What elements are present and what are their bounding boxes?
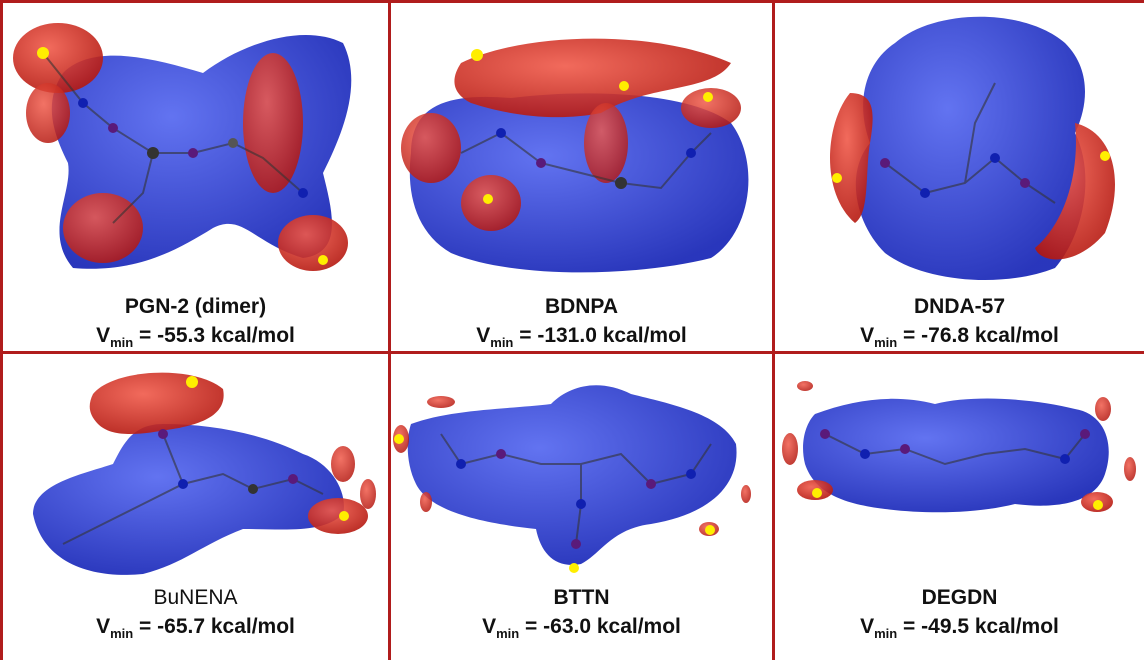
bdnpa-esp-surface [401,38,749,273]
vmin-value: Vmin = -63.0 kcal/mol [482,615,681,641]
molecule-name: DNDA-57 [913,295,1005,318]
grid-divider-1 [388,0,391,660]
dnda57-label: DNDA-57 Vmin = -76.8 kcal/mol [775,293,1144,358]
dnda57-esp-surface [830,16,1115,280]
grid-top-line [0,0,1144,3]
pgn2-esp-surface [13,23,352,271]
bttn-label: BTTN Vmin = -63.0 kcal/mol [391,584,772,649]
pgn2-label: PGN-2 (dimer) Vmin = -55.3 kcal/mol [3,293,388,358]
panel-degdn: DEGDN Vmin = -49.5 kcal/mol [775,354,1144,660]
grid-divider-2 [772,0,775,660]
bttn-esp-surface [393,385,751,573]
vmin-value: Vmin = -76.8 kcal/mol [860,324,1059,350]
vmin-value: Vmin = -131.0 kcal/mol [476,324,687,350]
grid-left-line [0,0,3,660]
panel-bdnpa: BDNPA Vmin = -131.0 kcal/mol [391,3,772,351]
bdnpa-label: BDNPA Vmin = -131.0 kcal/mol [391,293,772,358]
vmin-marker [37,47,49,59]
molecule-name: PGN-2 (dimer) [124,295,267,318]
vmin-value: Vmin = -55.3 kcal/mol [96,324,295,350]
vmin-value: Vmin = -65.7 kcal/mol [96,615,295,641]
degdn-label: DEGDN Vmin = -49.5 kcal/mol [775,584,1144,649]
vmin-value: Vmin = -49.5 kcal/mol [860,615,1059,641]
degdn-esp-surface [782,381,1136,513]
panel-dnda57: DNDA-57 Vmin = -76.8 kcal/mol [775,3,1144,351]
panel-pgn2: PGN-2 (dimer) Vmin = -55.3 kcal/mol [3,3,388,351]
bunena-label: BuNENA Vmin = -65.7 kcal/mol [3,584,388,649]
bunena-esp-surface [33,372,376,575]
panel-bttn: BTTN Vmin = -63.0 kcal/mol [391,354,772,660]
molecule-name: BuNENA [153,586,238,609]
panel-bunena: BuNENA Vmin = -65.7 kcal/mol [3,354,388,660]
grid-middle-line [0,351,1144,354]
molecule-name: BTTN [553,586,610,609]
molecule-name: BDNPA [544,295,619,318]
molecule-name: DEGDN [921,586,998,609]
